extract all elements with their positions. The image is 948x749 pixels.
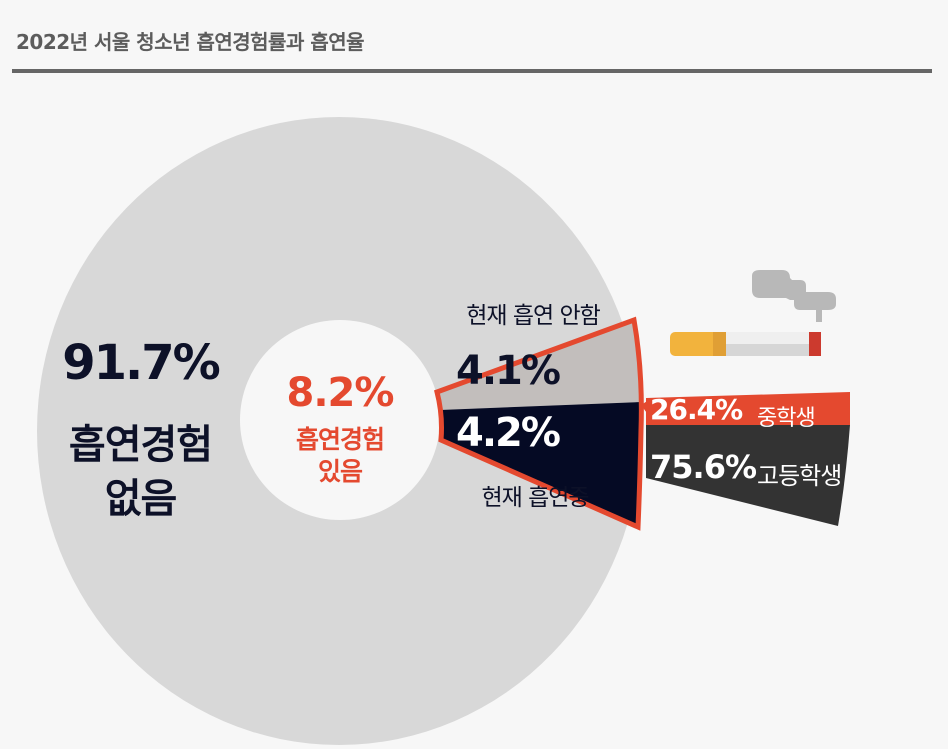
middle-school-percent: 26.4% [650,393,743,426]
current-smoker-percent: 4.2% [456,410,561,456]
experience-label-line2: 있음 [317,457,363,486]
not-current-percent: 4.1% [456,348,561,394]
high-school-percent: 75.6% [650,448,757,486]
no-experience-label-line1: 흡연경험 [68,422,213,468]
middle-school-label: 중학생 [757,406,816,431]
slice-middle-school [646,392,850,425]
not-current-title: 현재 흡연 안함 [466,303,601,329]
title-divider [12,69,932,73]
donut-hole [240,320,440,520]
slice-high-school [646,425,850,526]
experience-percent: 8.2% [286,370,395,416]
no-experience-label-line2: 없음 [104,476,178,522]
cigarette-icon [670,270,836,356]
high-school-label: 고등학생 [757,462,842,490]
no-experience-percent: 91.7% [62,335,221,391]
experience-label-line1: 흡연경험 [295,425,385,454]
slice-not-current [437,320,641,410]
page-title: 2022년 서울 청소년 흡연경험률과 흡연율 [16,30,365,54]
slice-current-smoker [440,402,641,527]
experience-wedge-outline [434,316,644,531]
current-smoker-title: 현재 흡연중 [481,485,589,511]
